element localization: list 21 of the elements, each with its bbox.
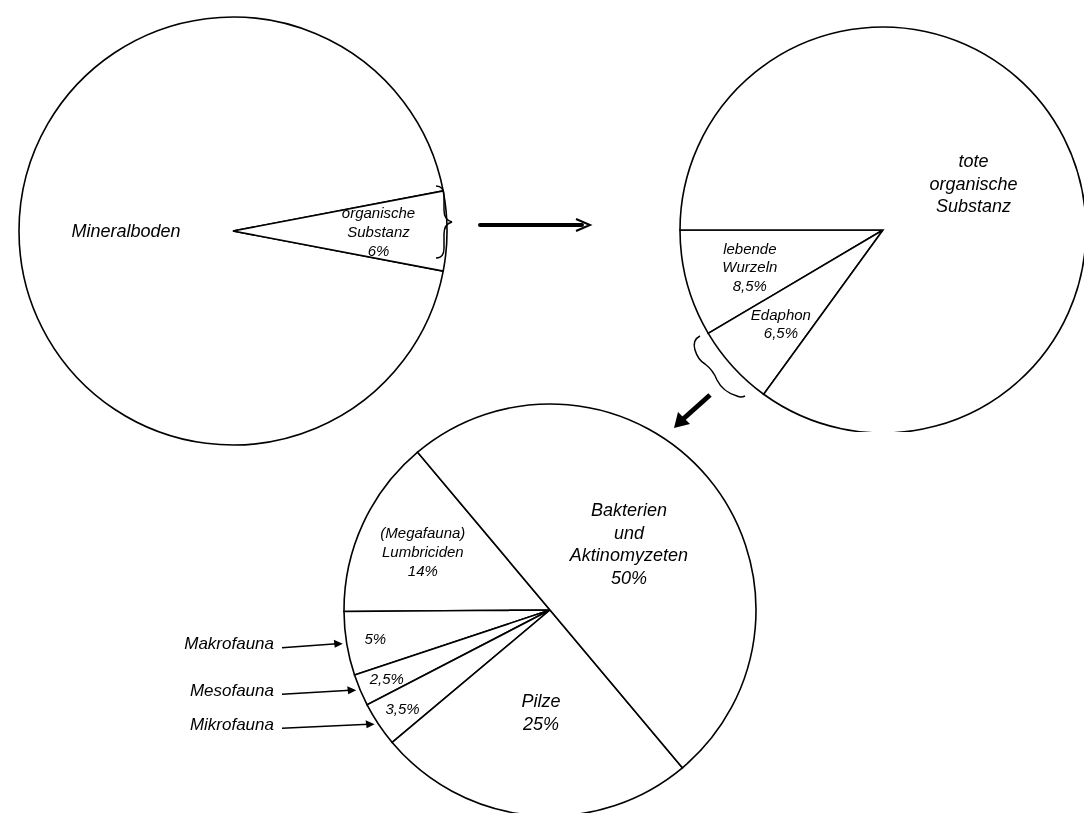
slice-label: Mesofauna — [189, 680, 274, 700]
slice-label: Makrofauna — [184, 634, 274, 654]
slice-label: Mineralboden — [71, 221, 181, 241]
data-label: 6,5% — [763, 323, 798, 341]
data-label: 8,5% — [732, 276, 767, 294]
data-label: 14% — [407, 561, 438, 579]
slice-label: tote organische Substanz — [929, 151, 1018, 217]
data-label: 50% — [610, 567, 647, 588]
data-label: 6% — [367, 241, 390, 259]
slice-label: Edaphon — [750, 305, 811, 323]
slice-label: lebende Wurzeln — [722, 239, 778, 275]
slice-label: Pilze — [521, 691, 561, 712]
slice-label: (Megafauna) Lumbriciden — [380, 523, 466, 560]
pie-slice — [18, 16, 445, 446]
data-label: 3,5% — [385, 699, 420, 717]
slice-label: organische Substanz — [341, 203, 416, 240]
data-label: 2,5% — [368, 670, 404, 688]
slice-label: Bakterien und Aktinomyzeten — [568, 500, 688, 566]
data-label: 25% — [522, 713, 560, 734]
data-label: 5% — [364, 630, 387, 648]
slice-label: Mikrofauna — [189, 714, 274, 734]
